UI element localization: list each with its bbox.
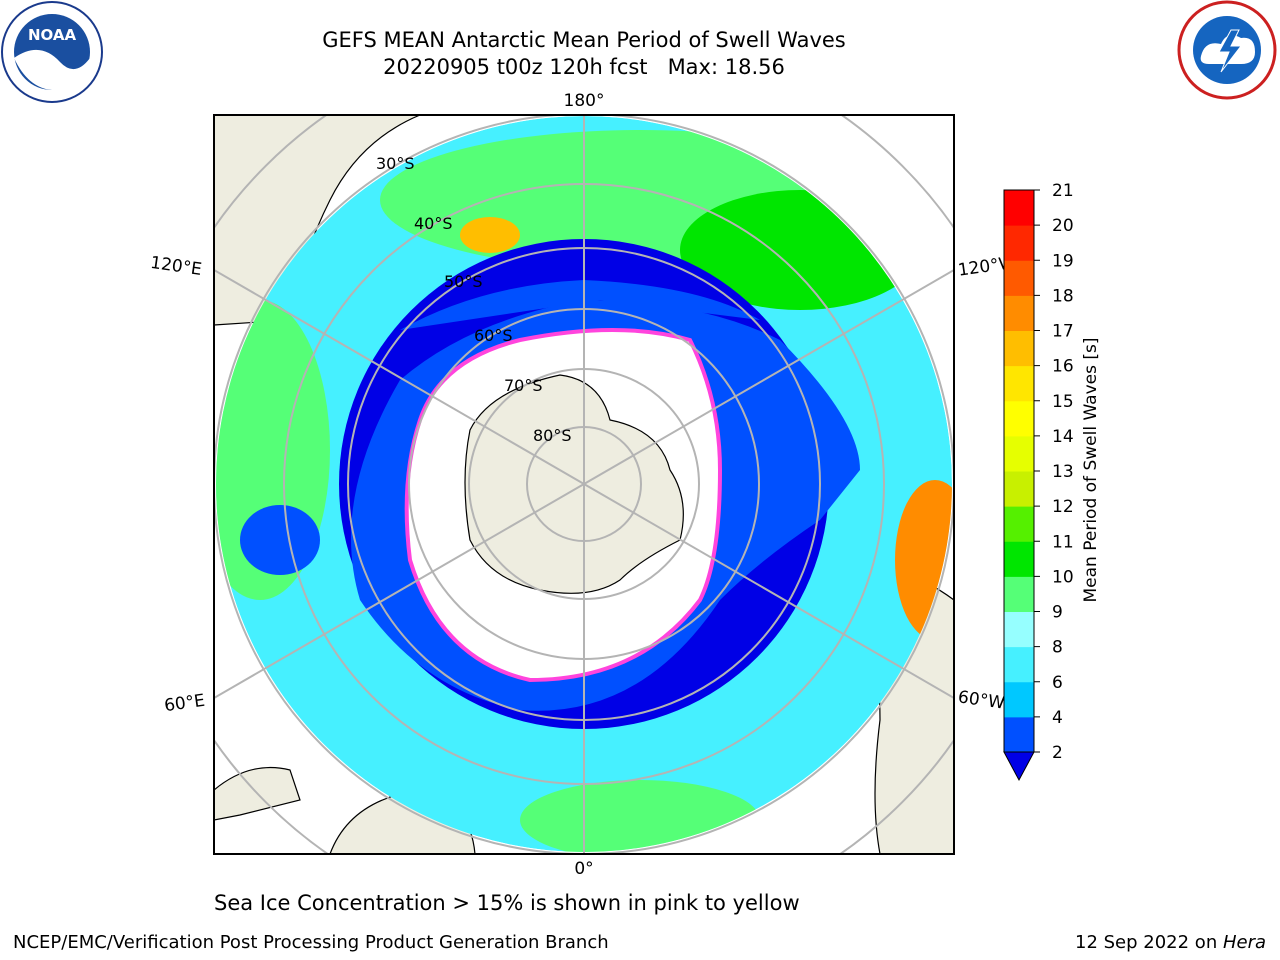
colorbar-tick-label: 21 [1052,181,1074,201]
colorbar-band [1004,541,1034,577]
colorbar-tick-label: 15 [1052,392,1074,412]
colorbar: 2 4 6 8 9 10 11 12 13 14 15 16 17 18 19 20 21 Mean Perio… [1003,181,1101,782]
lat-label-80s: 80°S [533,426,572,445]
colorbar-tick-label: 16 [1052,357,1074,377]
lon-label-0: 0° [574,859,593,879]
colorbar-band [1004,471,1034,507]
colorbar-tick-label: 6 [1052,673,1063,693]
noaa-logo-text: NOAA [28,26,77,44]
colorbar-ticks: 2 4 6 8 9 10 11 12 13 14 15 16 17 18 19 20 21 [1034,181,1074,763]
lon-label-60e: 60°E [163,691,206,716]
colorbar-bands [1003,189,1035,782]
colorbar-tick-label: 9 [1052,603,1063,623]
lat-label-50s: 50°S [444,272,483,291]
colorbar-tick-label: 13 [1052,462,1074,482]
map-subtitle: 20220905 t00z 120h fcst Max: 18.56 [383,55,785,79]
colorbar-label: Mean Period of Swell Waves [s] [1081,338,1101,603]
colorbar-band [1004,506,1034,542]
colorbar-band [1004,716,1034,753]
colorbar-tick-label: 18 [1052,286,1074,306]
colorbar-tick-label: 19 [1052,251,1074,271]
map-title: GEFS MEAN Antarctic Mean Period of Swell… [322,28,846,52]
lat-label-40s: 40°S [414,214,453,233]
date-line: 12 Sep 2022 on Hera [1075,932,1266,953]
host-name: Hera [1222,932,1266,953]
lat-label-60s: 60°S [474,326,513,345]
colorbar-tick-label: 2 [1052,743,1063,763]
graticule [214,115,954,854]
lat-label-30s: 30°S [376,154,415,173]
lon-label-180: 180° [564,91,605,111]
colorbar-tick-label: 10 [1052,567,1074,587]
colorbar-tick-label: 20 [1052,216,1074,236]
credit-line: NCEP/EMC/Verification Post Processing Pr… [13,932,609,953]
colorbar-band [1004,576,1034,612]
lat-label-70s: 70°S [504,376,543,395]
colorbar-band [1004,365,1034,402]
lon-label-120e: 120°E [149,253,203,280]
colorbar-band [1004,681,1034,718]
noaa-logo: NOAA [1,1,103,103]
colorbar-extend-arrow [1003,751,1035,782]
colorbar-tick-label: 12 [1052,497,1074,517]
colorbar-band [1004,646,1034,683]
colorbar-band [1004,190,1034,226]
colorbar-tick-label: 8 [1052,638,1063,658]
national-weather-service-logo [1177,0,1277,100]
sea-ice-note: Sea Ice Concentration > 15% is shown in … [214,891,800,915]
colorbar-tick-label: 4 [1052,708,1063,728]
colorbar-band [1004,435,1034,472]
colorbar-tick-label: 14 [1052,427,1074,447]
colorbar-tick-label: 17 [1052,322,1074,342]
date-text: 12 Sep 2022 on [1075,932,1223,953]
colorbar-band [1004,611,1034,648]
colorbar-band [1004,330,1034,367]
colorbar-tick-label: 11 [1052,532,1074,552]
colorbar-band [1004,260,1034,296]
map-frame [213,114,955,855]
colorbar-band [1004,225,1034,261]
colorbar-band [1004,295,1034,331]
colorbar-band [1004,400,1034,437]
